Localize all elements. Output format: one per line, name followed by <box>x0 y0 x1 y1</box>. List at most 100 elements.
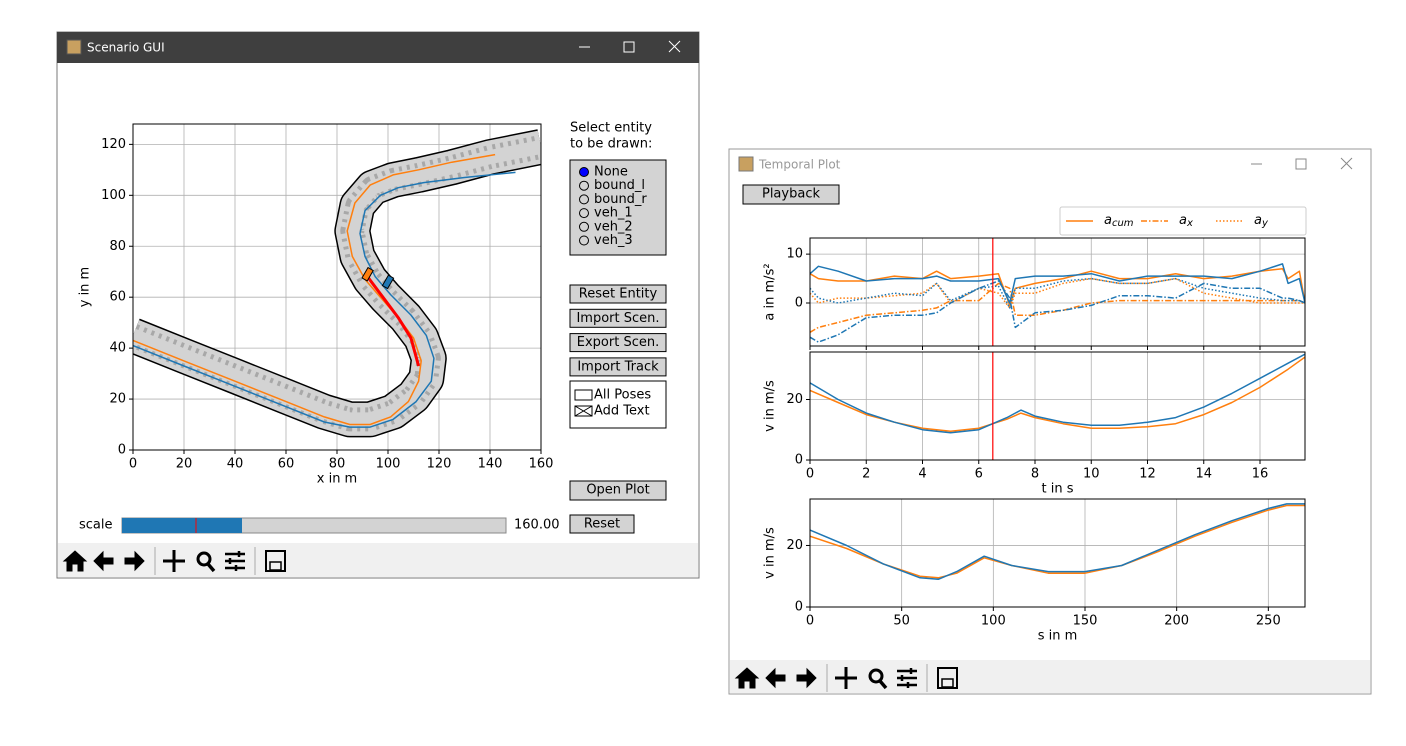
close-button[interactable] <box>1340 157 1353 170</box>
plot-data <box>810 352 1305 460</box>
action-button[interactable] <box>569 357 667 377</box>
window-title: Temporal Plot <box>758 158 841 172</box>
radio-label: bound_r <box>594 192 647 207</box>
series-line <box>810 277 1305 309</box>
legend-symbol: a <box>1254 213 1262 228</box>
x-tick-label: 40 <box>227 457 244 472</box>
select-label: Select entity <box>570 121 652 136</box>
plot: 0 2 4 6 8 10 12 14 16 0 20 t in s v in m/s <box>763 351 1306 497</box>
title-bar <box>57 32 699 63</box>
button-label: Reset Entity <box>579 287 658 302</box>
legend-subscript: y <box>1261 218 1269 229</box>
zoom-icon[interactable] <box>868 668 884 684</box>
radio-label: veh_3 <box>594 233 633 248</box>
config-icon[interactable] <box>225 551 245 571</box>
legend: acum ax ay <box>1059 206 1307 236</box>
config-icon[interactable] <box>897 668 917 688</box>
x-axis-label: s in m <box>1038 629 1078 644</box>
radio-label: None <box>594 165 628 180</box>
x-tick-label: 0 <box>806 614 814 629</box>
y-tick-label: 0 <box>795 453 803 468</box>
x-tick-label: 8 <box>1031 467 1039 482</box>
vehicle <box>381 274 395 290</box>
series-line <box>810 277 1305 309</box>
radio-button[interactable] <box>579 180 589 191</box>
app-icon <box>66 39 82 55</box>
back-icon[interactable] <box>93 550 114 572</box>
x-tick-label: 14 <box>1195 467 1212 482</box>
pan-icon[interactable] <box>835 667 857 689</box>
toolbar-icons <box>734 664 958 692</box>
maximize-button[interactable] <box>623 41 635 53</box>
toolbar-icons <box>62 547 286 575</box>
y-tick-label: 10 <box>786 247 803 262</box>
button-label: Reset <box>584 517 620 532</box>
button-label: Export Scen. <box>577 335 659 350</box>
y-tick-label: 0 <box>118 443 126 458</box>
zoom-handle[interactable] <box>878 679 888 690</box>
plot-data <box>810 503 1305 581</box>
series-line <box>810 280 1305 343</box>
radio-button[interactable] <box>579 221 589 232</box>
y-tick-label: 20 <box>786 392 803 407</box>
vehicle <box>361 266 374 282</box>
close-button[interactable] <box>668 40 681 53</box>
x-tick-label: 250 <box>1256 614 1281 629</box>
save-icon[interactable] <box>937 667 958 689</box>
radio-button[interactable] <box>579 235 589 246</box>
app-icon <box>738 156 754 172</box>
plot: 0 20 40 60 80 100 120 140 160 0 20 40 60 80 100 120 x in… <box>78 123 554 487</box>
checkbox[interactable] <box>574 389 593 401</box>
legend-box <box>1059 206 1307 236</box>
y-tick-label: 20 <box>786 538 803 553</box>
zoom-icon[interactable] <box>196 551 212 567</box>
x-tick-label: 200 <box>1164 614 1189 629</box>
x-tick-label: 100 <box>376 457 401 472</box>
y-tick-label: 20 <box>109 392 126 407</box>
action-button[interactable] <box>569 284 667 304</box>
forward-icon[interactable] <box>796 667 817 689</box>
series-line <box>810 263 1305 304</box>
button-label: Open Plot <box>586 483 649 498</box>
save-slot[interactable] <box>269 561 282 571</box>
maximize-button[interactable] <box>1295 158 1307 170</box>
open-plot-button[interactable] <box>569 480 667 501</box>
playback-button[interactable] <box>742 184 840 205</box>
x-axis-label: t in s <box>1042 482 1074 497</box>
y-axis-label: v in m/s <box>763 527 778 579</box>
radio-button[interactable] <box>579 167 589 177</box>
x-tick-label: 120 <box>427 457 452 472</box>
action-button[interactable] <box>569 308 667 328</box>
forward-icon[interactable] <box>124 550 145 572</box>
radio-button[interactable] <box>579 194 589 205</box>
home-icon[interactable] <box>62 550 88 572</box>
pan-icon[interactable] <box>163 550 185 572</box>
zoom-handle[interactable] <box>206 562 216 573</box>
playback-label: Playback <box>762 187 820 202</box>
select-label: to be drawn: <box>570 137 652 152</box>
x-tick-label: 140 <box>478 457 503 472</box>
axes-frame <box>809 237 1306 347</box>
reset-button[interactable] <box>569 514 635 534</box>
x-tick-label: 16 <box>1252 467 1269 482</box>
slider-fill <box>122 518 242 533</box>
action-button[interactable] <box>569 333 667 353</box>
legend-symbol: a <box>1104 213 1112 228</box>
plot-data <box>133 129 541 438</box>
x-tick-label: 2 <box>862 467 870 482</box>
x-tick-label: 12 <box>1139 467 1156 482</box>
x-tick-label: 4 <box>918 467 926 482</box>
home-icon[interactable] <box>734 667 760 689</box>
checkbox-group <box>569 380 667 429</box>
radio-button[interactable] <box>579 208 589 219</box>
save-slot[interactable] <box>941 678 954 688</box>
x-tick-label: 20 <box>176 457 193 472</box>
legend-subscript: x <box>1186 218 1193 229</box>
save-icon[interactable] <box>265 550 286 572</box>
road-surface <box>133 140 541 427</box>
x-tick-label: 160 <box>529 457 554 472</box>
y-axis-label: a in m/s² <box>763 263 778 320</box>
back-icon[interactable] <box>765 667 786 689</box>
